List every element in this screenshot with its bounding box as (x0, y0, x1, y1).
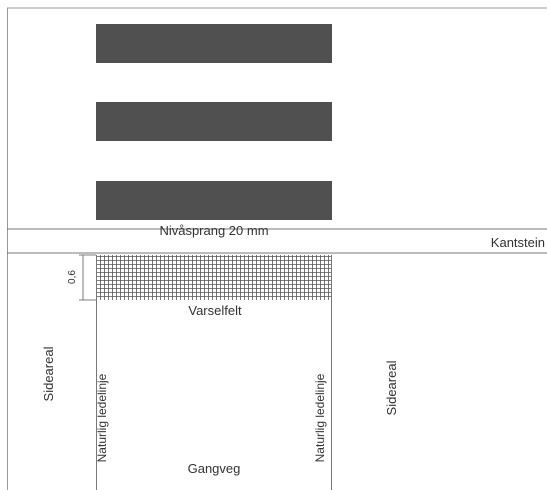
walkway-label: Gangveg (188, 461, 241, 476)
curb-label: Kantstein (491, 235, 545, 250)
crosswalk-stripe-1 (96, 24, 332, 63)
natural-guideline-right-label: Naturlig ledelinje (313, 373, 327, 462)
side-area-right-label: Sideareal (384, 360, 399, 415)
crosswalk-stripe-2 (96, 102, 332, 141)
warning-field (96, 255, 332, 300)
natural-guideline-left-label: Naturlig ledelinje (95, 373, 109, 462)
level-difference-label: Nivåsprang 20 mm (159, 223, 268, 238)
side-area-left-label: Sideareal (41, 346, 56, 401)
warning-field-label: Varselfelt (188, 303, 242, 318)
crosswalk-stripe-3 (96, 181, 332, 220)
dimension-label: 0,6 (67, 270, 78, 284)
